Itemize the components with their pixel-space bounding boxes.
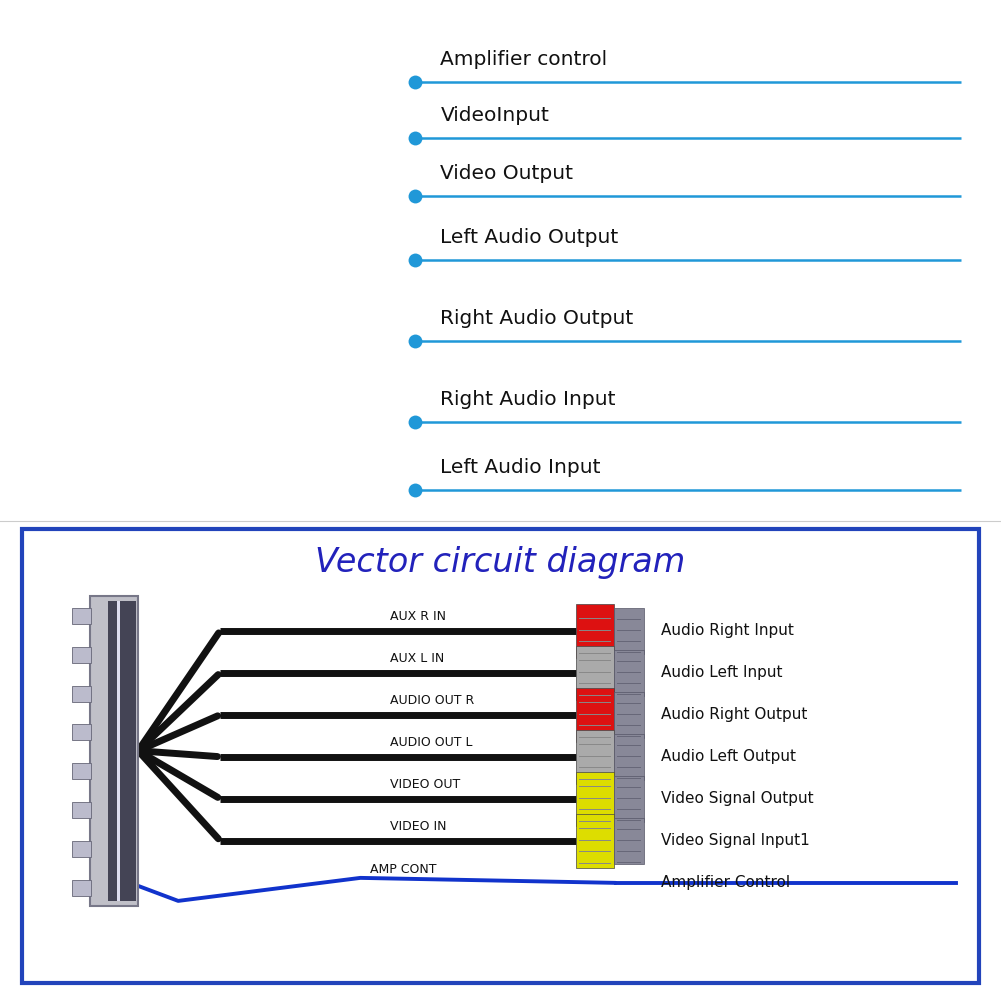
Bar [72, 608, 91, 624]
Bar [576, 604, 614, 658]
Text: Vector circuit diagram: Vector circuit diagram [315, 547, 686, 579]
Text: Video Signal Input1: Video Signal Input1 [661, 834, 810, 848]
Bar [108, 601, 136, 901]
Text: Amplifier control: Amplifier control [440, 50, 608, 69]
Text: Right Audio Input: Right Audio Input [440, 390, 616, 409]
Bar [580, 608, 608, 654]
Bar [614, 650, 644, 696]
Text: Audio Right Input: Audio Right Input [661, 624, 794, 638]
Bar [614, 818, 644, 864]
Bar [576, 772, 614, 826]
Text: Amplifier Control: Amplifier Control [661, 876, 790, 890]
Bar [90, 596, 138, 906]
Bar [614, 734, 644, 780]
Bar [72, 802, 91, 818]
Bar [580, 692, 608, 738]
Text: Video Signal Output: Video Signal Output [661, 792, 813, 806]
Bar [580, 650, 608, 696]
Bar [116, 601, 120, 901]
Bar [614, 776, 644, 822]
Text: Left Audio Input: Left Audio Input [440, 458, 601, 477]
FancyBboxPatch shape [22, 529, 979, 983]
Bar [72, 725, 91, 741]
Text: VIDEO IN: VIDEO IN [390, 820, 446, 833]
Text: Audio Left Input: Audio Left Input [661, 666, 782, 680]
Text: Audio Right Output: Audio Right Output [661, 708, 807, 722]
Bar [576, 730, 614, 784]
Bar [614, 608, 644, 654]
Bar [576, 814, 614, 868]
Text: AUX R IN: AUX R IN [390, 610, 446, 623]
Bar [576, 646, 614, 700]
Bar [614, 692, 644, 738]
Text: Right Audio Output: Right Audio Output [440, 309, 634, 328]
Text: VIDEO OUT: VIDEO OUT [390, 778, 460, 791]
Text: Left Audio Output: Left Audio Output [440, 228, 619, 247]
Bar [0, 0, 1001, 521]
Text: AMP CONT: AMP CONT [370, 863, 436, 876]
Bar [72, 647, 91, 663]
Text: Video Output: Video Output [440, 164, 574, 183]
Bar [576, 688, 614, 742]
Bar [580, 818, 608, 864]
Bar [580, 734, 608, 780]
Text: AUX L IN: AUX L IN [390, 652, 444, 665]
Text: Audio Left Output: Audio Left Output [661, 750, 796, 764]
Bar [72, 686, 91, 702]
Bar [580, 776, 608, 822]
Text: AUDIO OUT R: AUDIO OUT R [390, 694, 474, 707]
Bar [72, 880, 91, 896]
Text: AUDIO OUT L: AUDIO OUT L [390, 736, 472, 749]
Text: VideoInput: VideoInput [440, 106, 550, 125]
Bar [72, 763, 91, 779]
Bar [72, 841, 91, 857]
